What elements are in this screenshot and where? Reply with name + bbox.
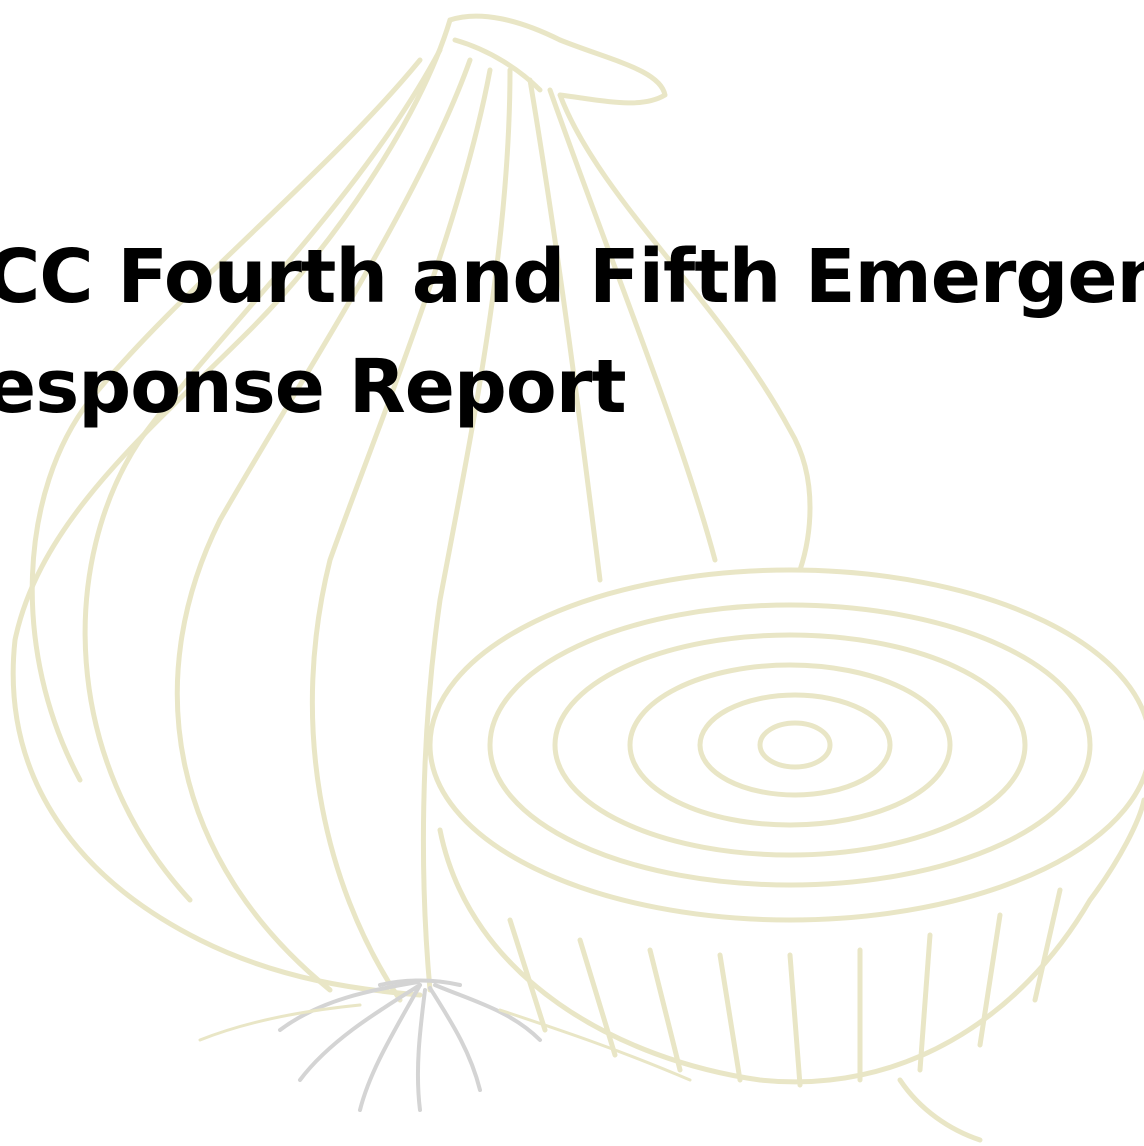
title-line-2: esponse Report: [0, 344, 627, 430]
document-title: CC Fourth and Fifth Emergency esponse Re…: [0, 222, 1144, 442]
onion-roots: [278, 978, 542, 1112]
onion-peel-lines: [198, 1003, 692, 1082]
onion-bulb-outline: [10, 13, 813, 1003]
title-line-1: CC Fourth and Fifth Emergency: [0, 234, 1144, 320]
onion-slice-outline: [427, 567, 1144, 1143]
